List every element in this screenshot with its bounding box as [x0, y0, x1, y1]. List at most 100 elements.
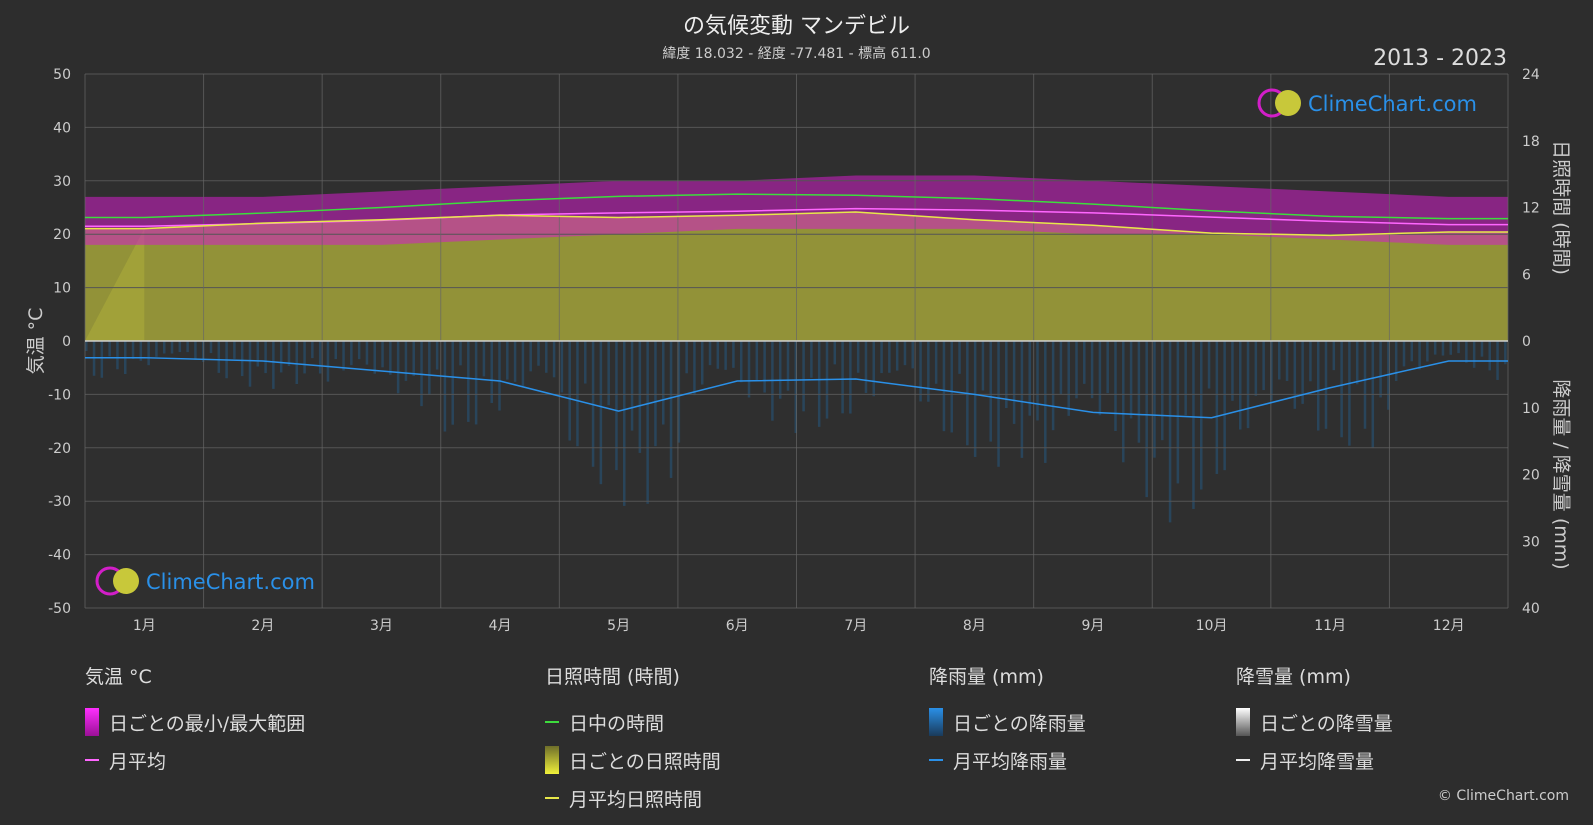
- logo-text: ClimeChart.com: [1308, 92, 1477, 116]
- rain-daily-bar: [1075, 341, 1078, 399]
- rain-daily-bar: [1355, 341, 1359, 385]
- x-tick-label: 8月: [963, 618, 986, 634]
- rain-daily-bar: [576, 341, 579, 447]
- rain-daily-bar: [1402, 341, 1406, 367]
- rain-daily-bar: [1363, 341, 1367, 429]
- y-left-tick-label: -50: [48, 601, 71, 617]
- rain-daily-bar: [1122, 341, 1125, 463]
- rain-daily-bar: [1293, 341, 1297, 409]
- rain-daily-bar: [170, 341, 174, 354]
- rain-daily-bar: [1246, 341, 1250, 429]
- y-left-tick-label: -30: [48, 494, 71, 510]
- logo-sun-icon: [1275, 90, 1301, 116]
- rain-daily-swatch: [929, 708, 943, 736]
- rain-daily-bar: [997, 341, 1000, 467]
- rain-daily-bar: [404, 341, 408, 381]
- rain-daily-bar: [451, 341, 454, 425]
- rain-daily-bar: [560, 341, 564, 393]
- temp-avg-swatch: [85, 759, 99, 761]
- watermarks: ClimeChart.com ClimeChart.com: [95, 88, 1477, 596]
- rain-daily-bar: [287, 341, 291, 366]
- copyright: © ClimeChart.com: [1437, 788, 1569, 804]
- rain-daily-bar: [1200, 341, 1203, 490]
- logo-top-right: ClimeChart.com: [1257, 88, 1477, 118]
- y-right-rain-tick-label: 10: [1522, 401, 1540, 417]
- sunshine-area-edge: [85, 228, 145, 341]
- y-left-tick-label: 30: [53, 174, 71, 190]
- rain-daily-bar: [186, 341, 189, 353]
- rain-daily-bar: [428, 341, 431, 395]
- rain-daily-bar: [381, 341, 384, 368]
- rain-daily-bar: [872, 341, 876, 397]
- legend-heading-temperature: 気温 °C: [85, 666, 152, 688]
- rain-daily-bar: [755, 341, 759, 381]
- rain-daily-bar: [443, 341, 447, 432]
- y-left-tick-label: -40: [48, 548, 71, 564]
- rain-daily-bar: [989, 341, 992, 442]
- rain-daily-bar: [630, 341, 634, 431]
- rain-daily-bar: [1270, 341, 1273, 401]
- rain-daily-bar: [810, 341, 813, 378]
- rain-daily-bar: [1379, 341, 1382, 398]
- y-right-sun-tick-label: 12: [1522, 201, 1540, 217]
- rain-daily-bar: [693, 341, 696, 396]
- rain-daily-bar: [498, 341, 501, 411]
- rain-daily-bar: [934, 341, 938, 384]
- rain-daily-bar: [1207, 341, 1211, 389]
- rain-daily-bar: [537, 341, 540, 366]
- x-tick-label: 5月: [607, 618, 630, 634]
- rain-daily-bar: [1083, 341, 1086, 384]
- x-tick-label: 3月: [370, 618, 393, 634]
- rain-daily-bar: [1106, 341, 1109, 394]
- rain-daily-bar: [435, 341, 439, 370]
- x-tick-label: 11月: [1314, 618, 1346, 634]
- daylight-line: [85, 193, 1508, 220]
- rain-daily-bar: [396, 341, 400, 394]
- legend-heading-rain: 降雨量 (mm): [929, 666, 1044, 688]
- rain-daily-bar: [100, 341, 104, 378]
- rain-daily-bar: [1480, 341, 1484, 357]
- rain-daily-bar: [1426, 341, 1429, 362]
- rain-daily-bar: [584, 341, 587, 384]
- rain-daily-bar: [474, 341, 478, 425]
- sunshine-avg-swatch: [545, 797, 559, 799]
- axes: -50 -40 -30 -20 -10 0 10 20 30 40 50 気温 °C 0 6 12 18 24 日…: [25, 67, 1572, 634]
- rain-daily-bar: [568, 341, 571, 441]
- legend-heading-sunshine: 日照時間 (時間): [545, 666, 680, 688]
- rain-daily-bar: [981, 341, 985, 391]
- y-left-tick-label: 40: [53, 120, 71, 136]
- rain-daily-bar: [950, 341, 953, 433]
- rain-daily-bar: [1059, 341, 1063, 395]
- legend-item-rain-daily: 日ごとの降雨量: [929, 703, 1086, 741]
- legend-rain: 降雨量 (mm) 日ごとの降雨量 月平均降雨量: [929, 662, 1086, 779]
- rain-daily-bar: [724, 341, 727, 370]
- rain-daily-bar: [1129, 341, 1133, 419]
- x-tick-label: 6月: [726, 618, 749, 634]
- rain-daily-bar: [248, 341, 252, 387]
- rain-daily-bar: [864, 341, 868, 393]
- y-right-sun-tick-label: 18: [1522, 134, 1540, 150]
- rain-daily-bar: [638, 341, 642, 453]
- rain-daily-bar: [1301, 341, 1304, 404]
- rain-daily-bar: [685, 341, 688, 374]
- logo-sun-icon: [113, 568, 139, 594]
- rain-daily-bar: [412, 341, 415, 377]
- rain-daily-bar: [420, 341, 423, 407]
- legend-item-daylight: 日中の時間: [545, 703, 721, 741]
- snow-daily-swatch: [1236, 708, 1250, 736]
- rain-daily-bar: [256, 341, 260, 367]
- daylight-swatch: [545, 721, 559, 723]
- rain-daily-bar: [786, 341, 790, 391]
- rain-daily-bar: [1044, 341, 1047, 463]
- rain-avg-line: [85, 356, 1508, 419]
- rain-daily-bar: [1488, 341, 1492, 371]
- chart-subtitle: 緯度 18.032 - 経度 -77.481 - 標高 611.0: [662, 46, 931, 62]
- rain-daily-bar: [1012, 341, 1016, 424]
- rain-daily-bar: [849, 341, 852, 414]
- rain-daily-bar: [1465, 341, 1468, 363]
- legend-snow: 降雪量 (mm) 日ごとの降雪量 月平均降雪量: [1236, 662, 1393, 779]
- legend-label-temp-range: 日ごとの最小/最大範囲: [109, 712, 306, 735]
- rain-daily-bar: [1309, 341, 1312, 382]
- rain-daily-bar: [911, 341, 915, 369]
- rain-daily-bar: [716, 341, 720, 369]
